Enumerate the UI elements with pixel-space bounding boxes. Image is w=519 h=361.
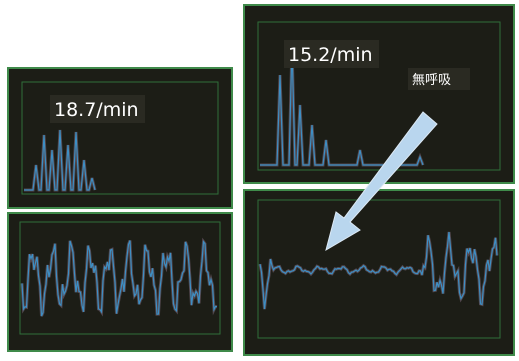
rate-label: 15.2/min	[288, 44, 373, 66]
rate-label: 18.7/min	[54, 99, 139, 121]
spectrum-panel-right	[244, 5, 514, 183]
figure: 18.7/min 15.2/min 無呼吸	[0, 0, 519, 361]
apnea-label: 無呼吸	[412, 73, 451, 88]
waveform-panel-left	[8, 213, 232, 351]
